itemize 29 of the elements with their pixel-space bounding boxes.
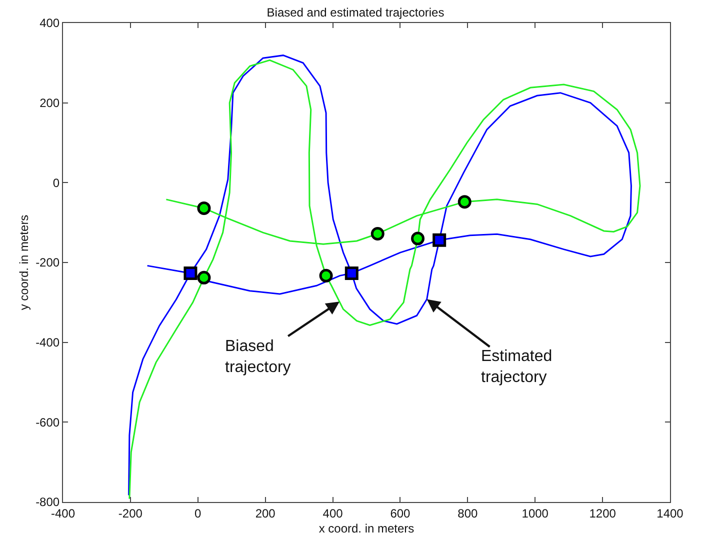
x-tick-label: 1400: [656, 506, 684, 520]
y-tick-label: -200: [36, 256, 60, 270]
y-tick-label: 400: [40, 16, 60, 30]
y-tick-label: 0: [52, 176, 60, 190]
point: [197, 201, 211, 215]
y-tick-label: -400: [36, 336, 60, 350]
x-tick-label: 200: [255, 506, 276, 520]
point: [411, 232, 425, 246]
x-tick-label: 400: [322, 506, 344, 520]
point: [458, 195, 472, 209]
point: [344, 266, 358, 280]
x-tick-label: -200: [118, 506, 143, 520]
x-tick-label: 1200: [589, 506, 616, 520]
annotation: Biased trajectory: [225, 338, 291, 376]
x-tick-label: 800: [458, 506, 478, 520]
y-axis-title: y coord. in meters: [16, 214, 31, 310]
point: [432, 233, 446, 247]
x-tick-label: 1000: [522, 506, 549, 520]
point: [319, 268, 333, 282]
y-tick-label: -600: [36, 415, 60, 430]
x-axis-title: x coord. in meters: [318, 521, 414, 536]
y-tick-label: 200: [40, 96, 60, 110]
x-tick-label: 600: [390, 506, 411, 520]
point: [370, 227, 384, 241]
chart-title: Biased and estimated trajectories: [266, 6, 444, 20]
point: [197, 270, 211, 284]
point: [184, 266, 198, 280]
x-tick-label: 0: [194, 506, 202, 520]
annotation: Estimated trajectory: [481, 348, 552, 386]
